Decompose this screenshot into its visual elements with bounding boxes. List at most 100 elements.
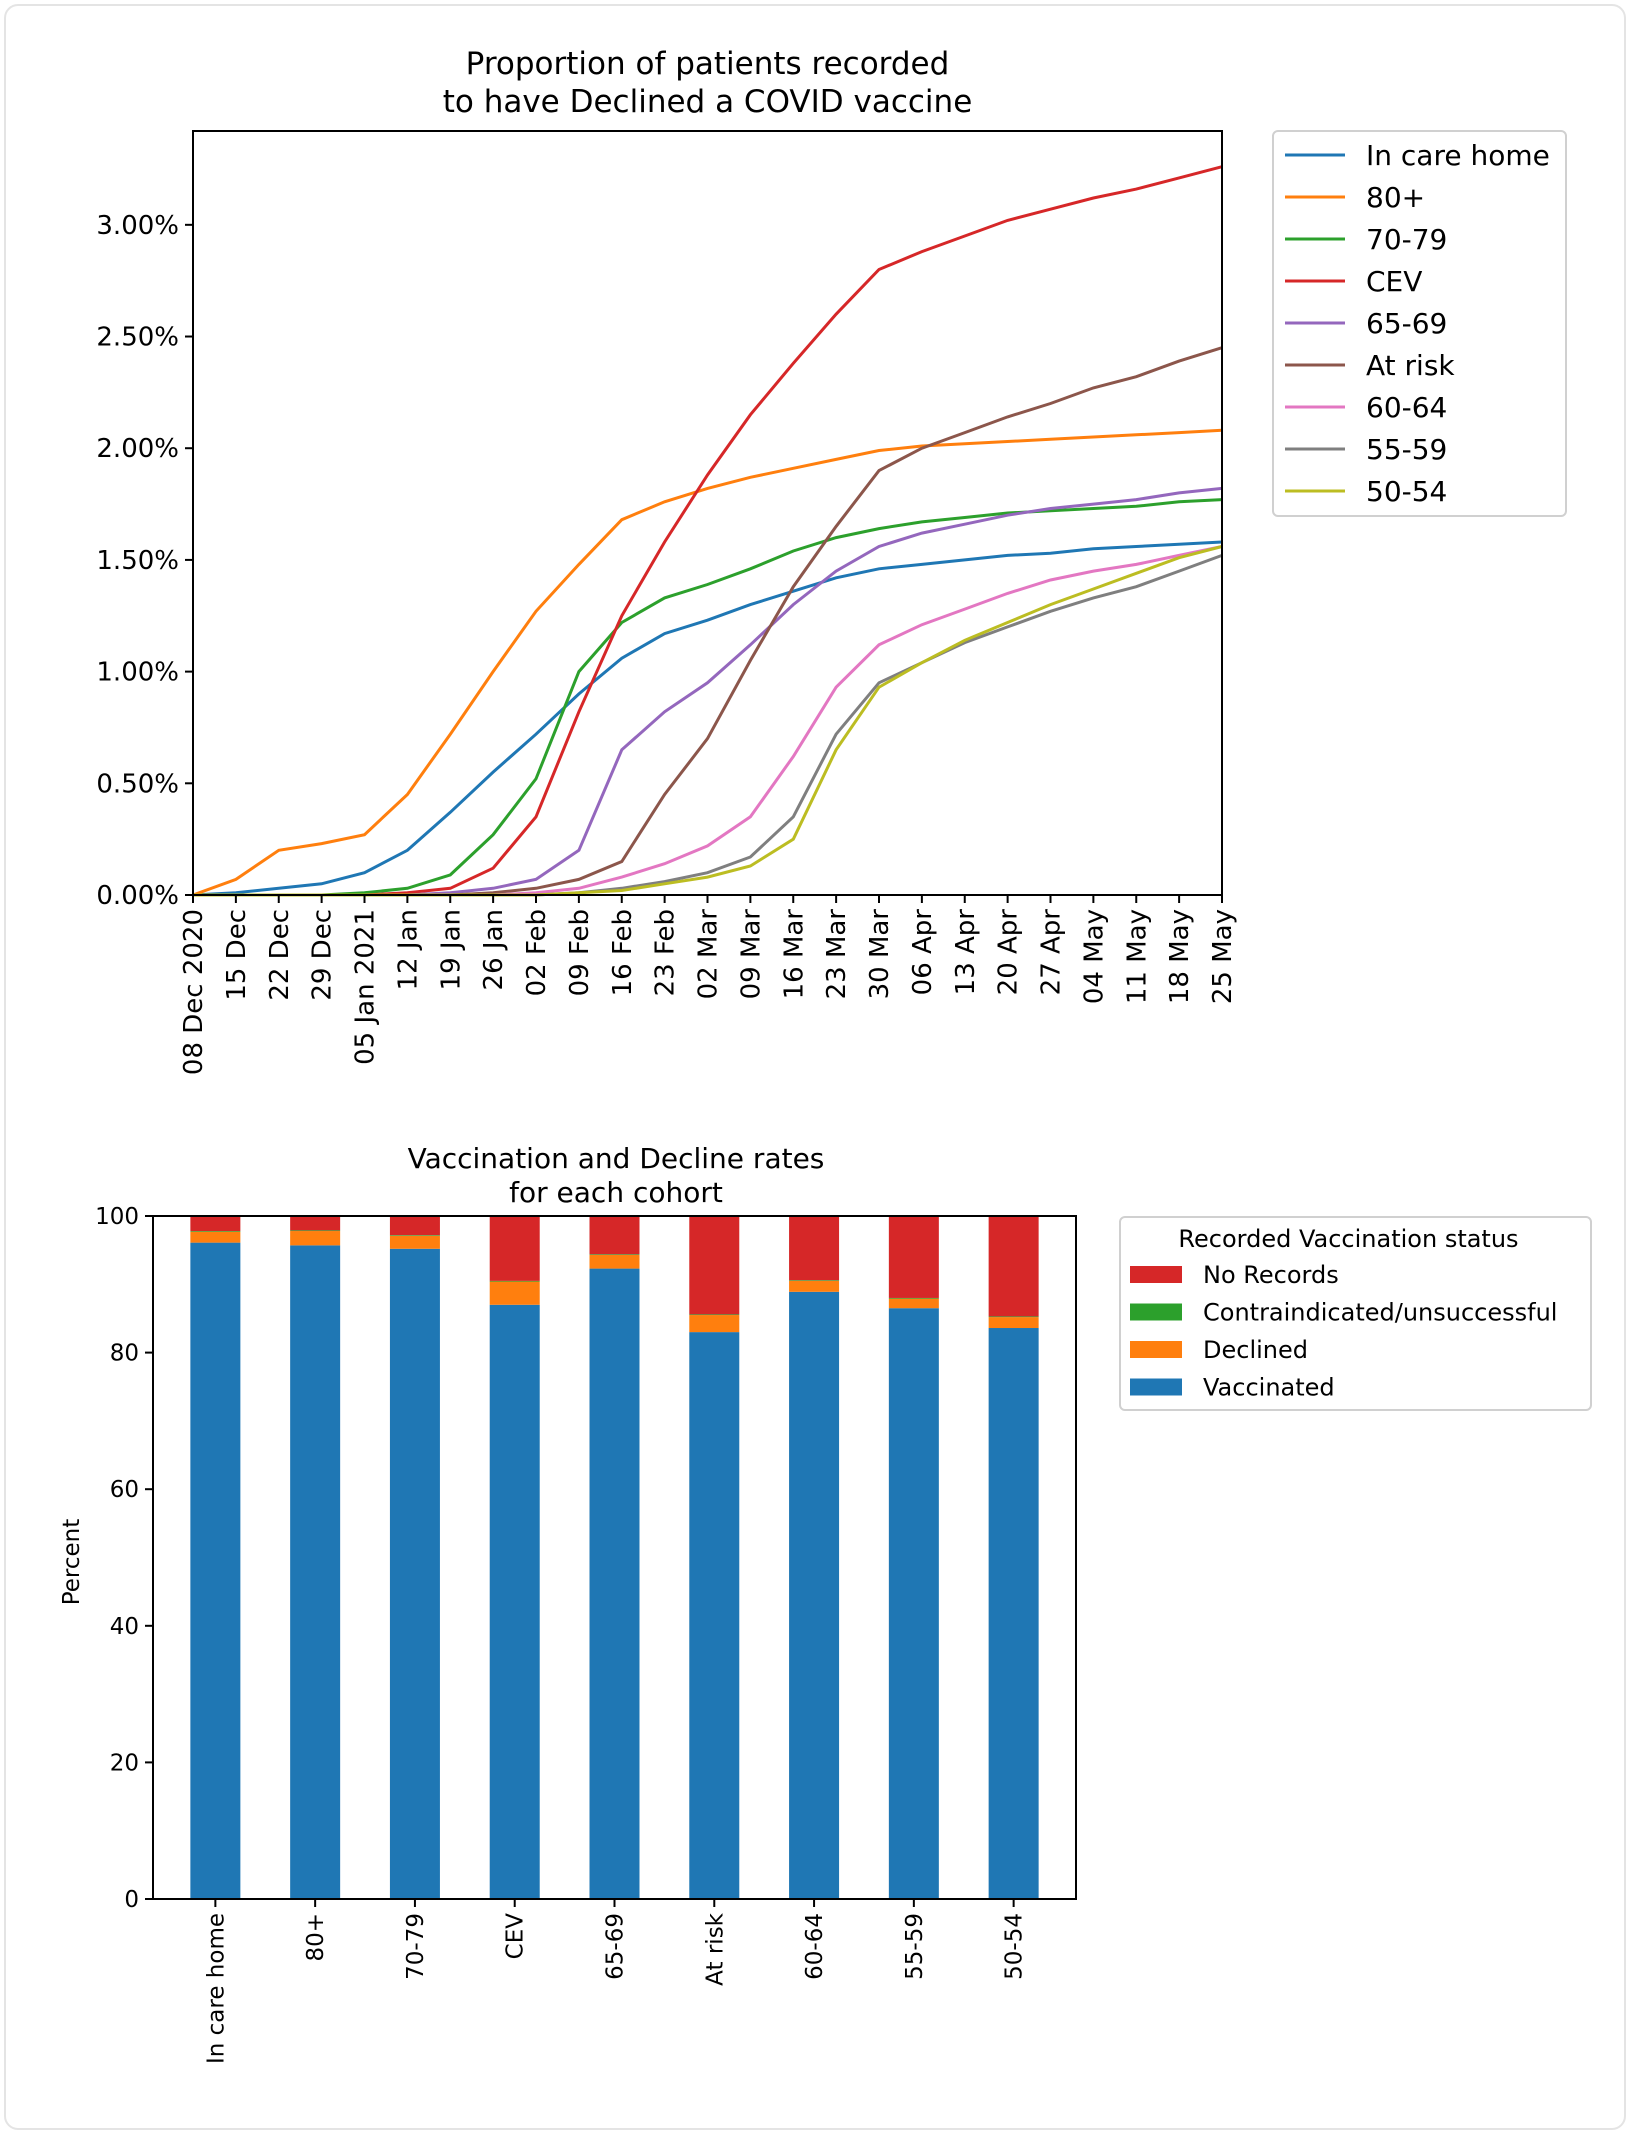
y-tick-label: 20 — [110, 1750, 139, 1776]
y-tick-label: 0.00% — [96, 881, 179, 911]
legend-swatch — [1130, 1378, 1182, 1396]
y-tick-label: 2.50% — [96, 323, 179, 353]
x-tick-label: 50-54 — [1002, 1913, 1028, 1980]
bar-segment-vaccinated — [489, 1304, 540, 1899]
x-tick-label: 25 May — [1208, 909, 1238, 1004]
bar-segment-contraindicated-unsuccessful — [888, 1297, 939, 1299]
bar-segment-declined — [888, 1298, 939, 1309]
bar-segment-vaccinated — [988, 1328, 1039, 1899]
y-tick-label: 40 — [110, 1614, 139, 1640]
series-line-80- — [192, 428, 1223, 897]
bar-segment-declined — [389, 1235, 440, 1249]
legend-label: 80+ — [1366, 181, 1425, 214]
series-line-65-69 — [193, 486, 1223, 897]
bar-segment-vaccinated — [689, 1332, 740, 1899]
bar-segment-vaccinated — [290, 1245, 341, 1899]
series-line-70-79 — [193, 498, 1223, 897]
x-tick-label: 20 Apr — [994, 909, 1024, 996]
x-tick-label: 08 Dec 2020 — [179, 909, 209, 1075]
x-tick-label: 12 Jan — [393, 909, 423, 990]
x-tick-label: 16 Mar — [779, 909, 809, 1000]
bar-segment-declined — [589, 1254, 640, 1269]
y-tick-label: 3.00% — [96, 211, 179, 241]
x-tick-label: 60-64 — [802, 1913, 828, 1980]
y-tick-label: 0.50% — [96, 769, 179, 799]
x-tick-label: 09 Feb — [565, 909, 595, 996]
bar-segment-declined — [689, 1315, 740, 1333]
line-legend — [1272, 130, 1567, 517]
bar-segment-declined — [190, 1231, 241, 1243]
x-tick-label: 70-79 — [403, 1913, 429, 1980]
bar-segment-vaccinated — [789, 1291, 840, 1899]
line-chart-axes — [192, 130, 1223, 896]
legend-label: CEV — [1366, 265, 1422, 298]
bar-segment-contraindicated-unsuccessful — [389, 1235, 440, 1236]
legend-label: 55-59 — [1366, 433, 1447, 466]
bar-segment-contraindicated-unsuccessful — [689, 1314, 740, 1316]
x-tick-label: 11 May — [1122, 909, 1152, 1004]
x-tick-label: 09 Mar — [736, 909, 766, 1000]
x-tick-label: 65-69 — [603, 1913, 629, 1980]
bar-segment-contraindicated-unsuccessful — [789, 1280, 840, 1281]
legend-label: At risk — [1366, 349, 1455, 382]
bar-segment-no-records — [988, 1216, 1039, 1317]
bar-chart-title: Vaccination and Decline rates — [408, 1142, 825, 1175]
y-axis-label: Percent — [59, 1519, 85, 1606]
bar-segment-vaccinated — [190, 1242, 241, 1899]
legend-label: Vaccinated — [1203, 1374, 1335, 1402]
legend-swatch — [1130, 1303, 1182, 1321]
bar-chart-title: for each cohort — [509, 1176, 723, 1209]
series-line-cev — [193, 165, 1223, 897]
bar-segment-contraindicated-unsuccessful — [489, 1280, 540, 1282]
y-tick-label: 60 — [110, 1477, 139, 1503]
x-tick-label: 16 Feb — [608, 909, 638, 996]
y-tick-label: 100 — [95, 1204, 139, 1230]
bar-segment-no-records — [689, 1216, 740, 1315]
bar-segment-contraindicated-unsuccessful — [290, 1230, 341, 1232]
bar-segment-no-records — [589, 1216, 640, 1255]
legend-swatch — [1130, 1266, 1182, 1283]
bar-segment-vaccinated — [389, 1248, 440, 1899]
legend-title: Recorded Vaccination status — [1178, 1225, 1518, 1253]
bar-segment-contraindicated-unsuccessful — [589, 1254, 640, 1255]
x-tick-label: 22 Dec — [265, 909, 295, 1001]
series-line-55-59 — [193, 553, 1223, 897]
bar-segment-no-records — [389, 1216, 440, 1236]
bar-segment-declined — [489, 1281, 540, 1305]
y-tick-label: 2.00% — [96, 434, 179, 464]
x-tick-label: 27 Apr — [1037, 909, 1067, 996]
x-tick-label: 02 Feb — [522, 909, 552, 996]
legend-label: Declined — [1203, 1336, 1308, 1364]
x-tick-label: 04 May — [1079, 909, 1109, 1004]
x-tick-label: In care home — [203, 1913, 229, 2064]
legend-label: 60-64 — [1366, 391, 1447, 424]
x-tick-label: 80+ — [303, 1913, 329, 1962]
x-tick-label: 23 Mar — [822, 909, 852, 1000]
y-tick-label: 80 — [110, 1341, 139, 1367]
series-line-in-care-home — [192, 540, 1223, 897]
x-tick-label: 29 Dec — [308, 909, 338, 1001]
figure-frame — [4, 4, 1626, 2130]
bar-segment-declined — [290, 1231, 341, 1246]
x-tick-label: 19 Jan — [436, 909, 466, 990]
bar-segment-vaccinated — [888, 1308, 939, 1899]
legend-swatch — [1130, 1341, 1182, 1358]
bar-segment-no-records — [789, 1216, 840, 1281]
x-tick-label: 23 Feb — [651, 909, 681, 996]
series-line-50-54 — [193, 545, 1223, 897]
legend-label: 50-54 — [1366, 475, 1447, 508]
legend-label: In care home — [1366, 139, 1550, 172]
y-tick-label: 1.50% — [96, 546, 179, 576]
x-tick-label: 26 Jan — [479, 909, 509, 990]
x-tick-label: 06 Apr — [908, 909, 938, 996]
legend-label: 70-79 — [1366, 223, 1447, 256]
bar-segment-no-records — [190, 1216, 241, 1232]
x-tick-label: 02 Mar — [694, 909, 724, 1000]
x-tick-label: 55-59 — [902, 1913, 928, 1980]
bar-segment-no-records — [290, 1216, 341, 1231]
line-chart-title: Proportion of patients recorded — [466, 46, 950, 82]
x-tick-label: 05 Jan 2021 — [351, 909, 381, 1065]
legend-label: No Records — [1203, 1261, 1339, 1289]
x-tick-label: 13 Apr — [951, 909, 981, 996]
